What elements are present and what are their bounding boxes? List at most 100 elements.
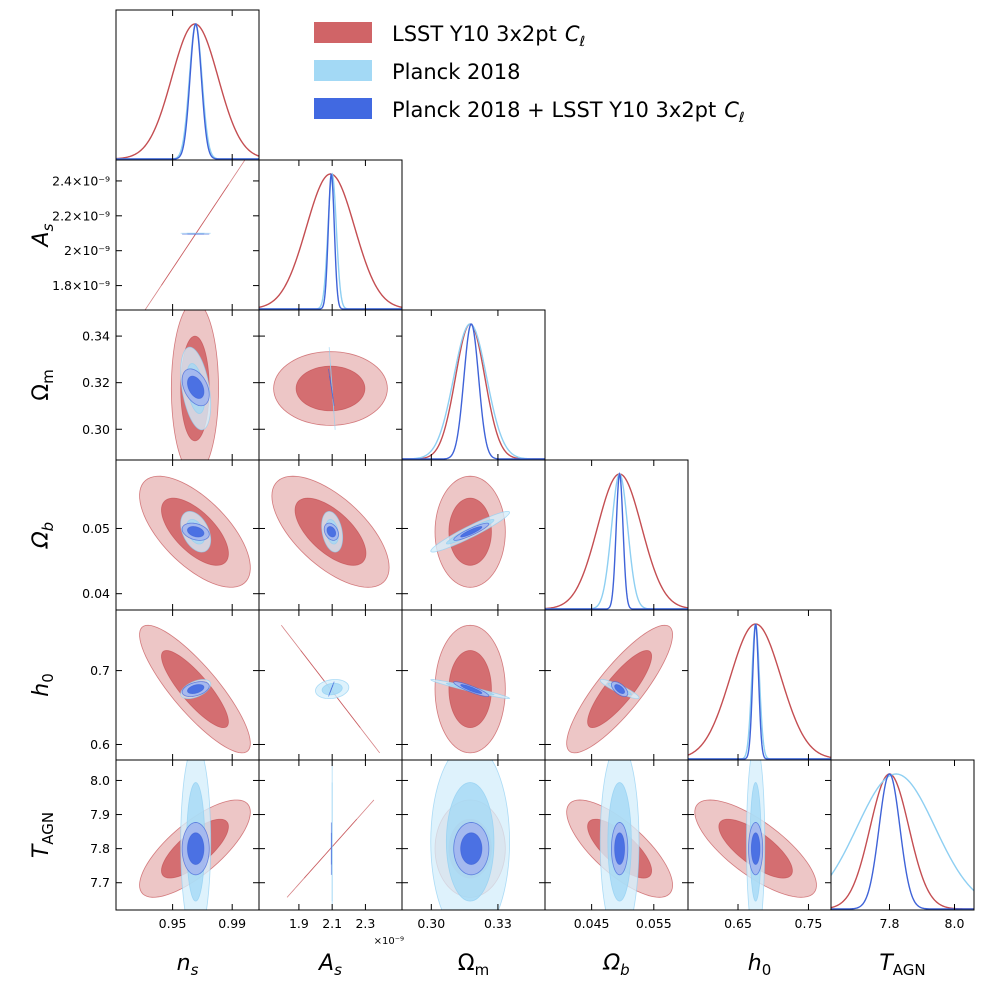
axis-label-symbol: h xyxy=(29,683,54,697)
contour-68-series-1 xyxy=(329,363,335,414)
y-axis-label-Omega_b: Ωb xyxy=(29,522,57,549)
contour-68-series-2 xyxy=(614,684,625,694)
y-tick-label: 7.9 xyxy=(90,807,110,822)
axis-label-symbol: n xyxy=(177,951,191,976)
marginal-curve-series-2 xyxy=(116,23,259,160)
axis-label-subscript: b xyxy=(39,522,57,532)
legend-swatch-0 xyxy=(314,22,372,43)
y-tick-label: 2×10⁻⁹ xyxy=(64,243,110,258)
panel-Omega_m-h_0 xyxy=(430,624,511,754)
panel-h_0-T_AGN xyxy=(694,760,817,910)
marginal-curve-series-0 xyxy=(116,23,259,160)
axis-label-subscript: 0 xyxy=(39,673,57,683)
y-tick-label: 2.2×10⁻⁹ xyxy=(52,208,110,223)
panel-n_s-A_s xyxy=(144,160,246,310)
panel-n_s-T_AGN xyxy=(139,760,251,910)
marginal-T_AGN xyxy=(831,773,974,910)
panel-frame-T_AGN-T_AGN xyxy=(830,759,975,911)
contour-68-series-0 xyxy=(161,184,229,286)
legend-text: Planck 2018 xyxy=(392,60,521,84)
marginal-curve-series-1 xyxy=(259,172,402,310)
contour-68-series-1 xyxy=(321,682,343,696)
panel-frame-A_s-T_AGN xyxy=(258,759,403,911)
y-tick-label: 0.34 xyxy=(82,329,110,344)
marginal-Omega_b xyxy=(545,472,688,610)
x-tick-label: 0.33 xyxy=(484,916,512,931)
axis-label-subscript: s xyxy=(39,223,57,231)
legend-text: LSST Y10 3x2pt xyxy=(392,22,557,46)
marginal-curve-series-2 xyxy=(831,773,974,910)
panel-A_s-h_0 xyxy=(280,624,381,754)
contour-68-series-2 xyxy=(187,526,205,538)
panel-Omega_b-T_AGN xyxy=(566,760,673,910)
legend-label-2: Planck 2018 + LSST Y10 3x2pt Cℓ xyxy=(392,98,745,126)
legend-swatch-1 xyxy=(314,60,372,81)
panel-n_s-Omega_b xyxy=(139,475,251,588)
x-axis-label-Omega_m: Ωm xyxy=(458,951,489,979)
contour-68-series-0 xyxy=(300,650,361,728)
marginal-curve-series-2 xyxy=(402,323,545,460)
x-tick-label: 0.65 xyxy=(724,916,752,931)
axis-label-subscript: m xyxy=(39,369,57,384)
marginal-A_s xyxy=(259,172,402,310)
y-tick-label: 2.4×10⁻⁹ xyxy=(52,173,110,188)
marginal-curve-series-1 xyxy=(831,773,974,892)
x-tick-label: 0.055 xyxy=(636,916,672,931)
y-axis-label-T_AGN: TAGN xyxy=(29,812,57,858)
contour-68-series-2 xyxy=(329,684,334,694)
legend-subscript: ℓ xyxy=(738,110,745,126)
panel-frame-n_s-n_s xyxy=(115,9,260,161)
panel-A_s-Omega_m xyxy=(273,347,388,430)
contour-68-series-2 xyxy=(187,375,205,399)
axis-label-subscript: m xyxy=(475,961,490,979)
contour-68-series-2 xyxy=(460,684,483,694)
panel-A_s-T_AGN xyxy=(286,760,375,910)
panel-Omega_m-Omega_b xyxy=(430,475,511,588)
marginal-h_0 xyxy=(688,623,831,760)
marginal-curve-series-0 xyxy=(831,773,974,910)
axis-label-subscript: AGN xyxy=(893,961,926,979)
legend-symbol: C xyxy=(565,22,580,46)
panel-n_s-h_0 xyxy=(139,624,251,754)
marginal-curve-series-0 xyxy=(402,323,545,460)
contour-68-series-2 xyxy=(614,832,625,865)
x-axis-label-Omega_b: Ωb xyxy=(602,951,629,979)
contour-68-series-2 xyxy=(460,526,483,538)
x-tick-label: 0.75 xyxy=(795,916,823,931)
x-tick-label: 2.3 xyxy=(355,916,375,931)
x-axis-label-T_AGN: TAGN xyxy=(879,951,925,979)
axis-label-symbol: h xyxy=(748,951,762,976)
legend-label-1: Planck 2018 xyxy=(392,60,521,84)
axis-label-subscript: 0 xyxy=(762,961,772,979)
x-tick-label: 7.8 xyxy=(880,916,900,931)
y-axis-label-A_s: As xyxy=(29,223,57,248)
marginal-curve-series-2 xyxy=(545,472,688,610)
marginal-curve-series-1 xyxy=(402,323,545,460)
x-tick-label: 0.30 xyxy=(417,916,445,931)
marginal-Omega_m xyxy=(402,323,545,460)
contour-68-series-2 xyxy=(329,376,334,399)
x-axis-label-A_s: As xyxy=(317,951,342,979)
y-tick-label: 0.32 xyxy=(82,375,110,390)
contour-68-series-2 xyxy=(187,684,205,694)
marginal-curve-series-2 xyxy=(688,623,831,760)
x-tick-label: 1.9 xyxy=(289,916,309,931)
marginal-curve-series-1 xyxy=(116,23,259,160)
contour-68-series-0 xyxy=(295,365,366,412)
panel-n_s-Omega_m xyxy=(170,310,219,460)
axis-label-symbol: T xyxy=(29,843,54,858)
x-tick-label: 0.045 xyxy=(574,916,610,931)
contour-68-series-2 xyxy=(326,526,337,538)
x-tick-label: 0.99 xyxy=(218,916,246,931)
y-tick-label: 0.04 xyxy=(82,586,110,601)
marginal-curve-series-0 xyxy=(688,623,831,759)
x-tick-label: 0.95 xyxy=(159,916,187,931)
y-tick-label: 1.8×10⁻⁹ xyxy=(52,278,110,293)
marginal-curve-series-0 xyxy=(545,473,688,610)
marginal-curve-series-1 xyxy=(545,473,688,610)
panel-Omega_m-T_AGN xyxy=(430,760,511,910)
axis-label-subscript: s xyxy=(191,961,199,979)
y-tick-label: 0.05 xyxy=(82,521,110,536)
panel-A_s-Omega_b xyxy=(271,475,390,588)
